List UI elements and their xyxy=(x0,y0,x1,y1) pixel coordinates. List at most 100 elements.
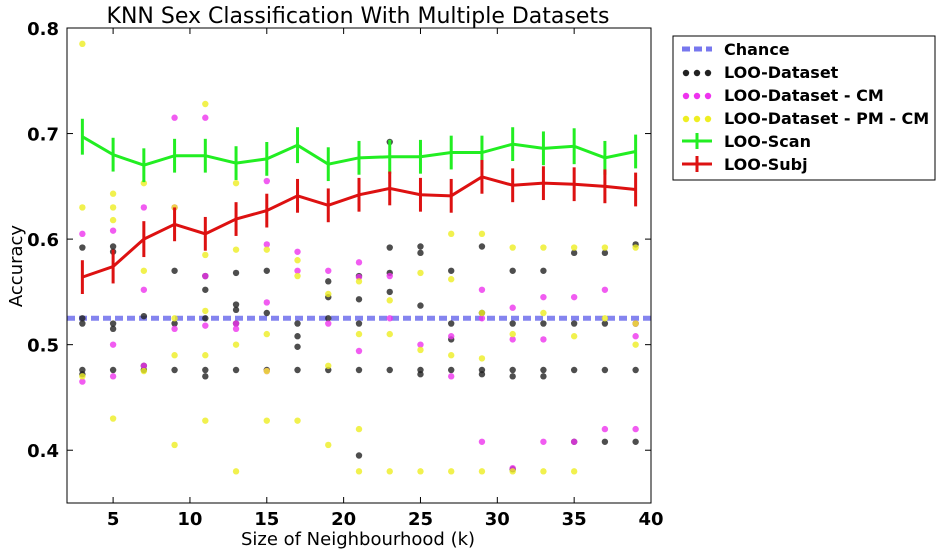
plot-area xyxy=(67,40,651,475)
scatter-point xyxy=(232,468,240,475)
scatter-point xyxy=(509,336,516,343)
scatter-point xyxy=(478,309,486,317)
scatter-point xyxy=(140,267,148,274)
scatter-point xyxy=(294,333,301,340)
scatter-point xyxy=(632,438,639,445)
scatter-point xyxy=(202,286,209,293)
scatter-point xyxy=(79,320,86,327)
scatter-point xyxy=(601,425,609,433)
y-axis-label: Accuracy xyxy=(6,225,27,308)
legend-label: LOO-Dataset xyxy=(724,63,839,82)
scatter-point xyxy=(109,366,117,374)
scatter-point xyxy=(478,230,486,238)
scatter-point xyxy=(171,441,178,449)
y-tick-label: 0.5 xyxy=(27,336,59,357)
x-tick-label: 25 xyxy=(408,509,433,530)
scatter-point xyxy=(509,330,516,338)
scatter-point xyxy=(601,366,609,374)
scatter-point xyxy=(232,179,240,187)
scatter-point xyxy=(109,320,117,327)
scatter-point xyxy=(140,204,148,211)
scatter-point xyxy=(448,333,455,340)
scatter-point xyxy=(325,278,332,285)
scatter-point xyxy=(478,286,486,293)
scatter-point xyxy=(448,352,455,359)
scatter-point xyxy=(355,452,363,459)
legend: Chance LOO-Dataset LOO-Dataset - CM LOO-Dat… xyxy=(672,35,936,181)
scatter-point xyxy=(417,371,424,378)
scatter-point xyxy=(294,343,301,350)
scatter-point xyxy=(355,296,363,303)
scatter-point xyxy=(509,468,516,475)
scatter-point xyxy=(540,293,547,301)
scatter-point xyxy=(232,246,240,253)
scatter-point xyxy=(448,373,455,380)
scatter-point xyxy=(140,367,148,375)
x-tick-label: 30 xyxy=(485,509,510,530)
scatter-point xyxy=(570,244,578,251)
scatter-point xyxy=(540,309,547,317)
scatter-point xyxy=(202,251,209,259)
legend-swatch xyxy=(693,92,701,100)
scatter-point xyxy=(325,320,332,327)
scatter-point xyxy=(325,315,332,322)
scatter-point xyxy=(79,204,86,211)
scatter-point xyxy=(601,438,609,445)
scatter-point xyxy=(417,341,424,348)
legend-label: LOO-Scan xyxy=(724,132,811,151)
scatter-point xyxy=(171,320,178,327)
x-axis-label: Size of Neighbourhood (k) xyxy=(241,529,475,550)
scatter-point xyxy=(509,267,516,274)
axis-ticks: 5 10 15 20 25 30 35 40 0.4 0.5 0.6 0.7 0.8 xyxy=(27,19,663,530)
scatter-point xyxy=(202,366,209,374)
y-tick-label: 0.4 xyxy=(27,441,59,462)
scatter-point xyxy=(109,204,117,211)
scatter-point xyxy=(355,347,363,355)
line-series-2 xyxy=(80,159,638,294)
scatter-point xyxy=(263,241,270,248)
scatter-point xyxy=(601,286,609,293)
scatter-point xyxy=(570,320,578,327)
scatter-point xyxy=(109,243,117,250)
legend-entry: LOO-Subj xyxy=(682,155,808,174)
scatter-series-2 xyxy=(79,114,639,472)
scatter-point xyxy=(540,320,547,327)
x-tick-label: 15 xyxy=(254,509,279,530)
scatter-point xyxy=(109,325,117,333)
scatter-point xyxy=(570,438,578,445)
scatter-point xyxy=(386,288,393,296)
scatter-point xyxy=(417,243,424,250)
scatter-point xyxy=(263,267,270,274)
scatter-point xyxy=(417,468,424,475)
scatter-point xyxy=(355,330,363,338)
scatter-point xyxy=(232,341,240,348)
scatter-point xyxy=(448,230,455,238)
scatter-point xyxy=(202,307,209,315)
scatter-point xyxy=(232,301,240,308)
scatter-point xyxy=(478,371,486,378)
scatter-point xyxy=(109,341,117,348)
legend-entry: LOO-Dataset xyxy=(682,63,839,82)
legend-swatch xyxy=(693,115,701,123)
scatter-point xyxy=(294,366,301,374)
scatter-point xyxy=(478,243,486,250)
legend-label: LOO-Dataset - CM xyxy=(724,86,884,105)
y-tick-label: 0.8 xyxy=(27,19,59,40)
scatter-point xyxy=(540,267,547,274)
scatter-point xyxy=(79,378,86,385)
scatter-series-3 xyxy=(79,40,639,475)
scatter-point xyxy=(386,272,393,280)
scatter-point xyxy=(632,244,639,251)
scatter-point xyxy=(263,417,270,424)
scatter-point xyxy=(386,315,393,322)
scatter-point xyxy=(540,438,547,445)
scatter-point xyxy=(386,366,393,374)
scatter-point xyxy=(325,362,332,369)
scatter-point xyxy=(355,278,363,285)
scatter-point xyxy=(232,306,240,314)
scatter-point xyxy=(632,333,639,340)
scatter-point xyxy=(632,425,639,433)
scatter-point xyxy=(540,366,547,374)
scatter-point xyxy=(509,366,516,374)
scatter-point xyxy=(294,417,301,424)
